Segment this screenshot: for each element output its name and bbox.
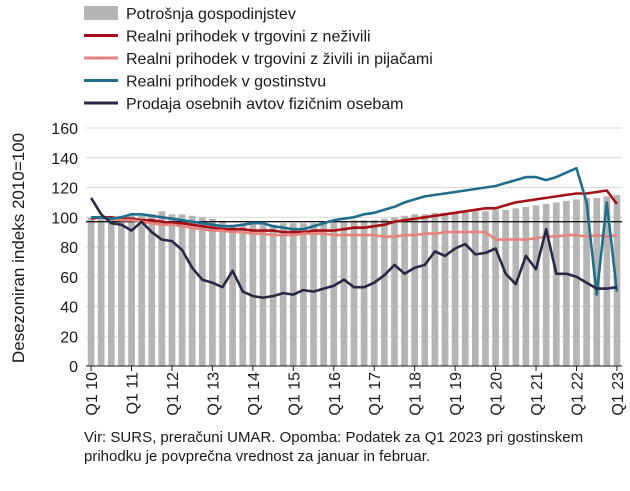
y-tick-label-4: 80 (60, 240, 78, 257)
bar-39 (482, 211, 489, 366)
x-tick-labels: Q1 10 Q1 11 Q1 12 Q1 13 Q1 14 Q1 15 Q1 16 Q1 17… (84, 366, 627, 416)
bar-21 (300, 223, 307, 366)
x-tick-label-10: Q1 20 (489, 372, 506, 416)
bar-51 (603, 196, 611, 366)
bar-17 (259, 224, 267, 366)
y-tick-label-3: 60 (60, 270, 78, 287)
x-tick-label-2: Q1 12 (165, 372, 182, 416)
bar-38 (472, 211, 479, 366)
bar-26 (350, 220, 358, 366)
bar-9 (178, 214, 186, 366)
bar-33 (421, 214, 429, 366)
bar-22 (310, 223, 317, 366)
bar-19 (279, 223, 287, 366)
x-tick-label-3: Q1 13 (205, 372, 222, 416)
bar-35 (441, 212, 449, 366)
bar-43 (522, 206, 530, 366)
bar-42 (512, 208, 520, 366)
bar-0 (87, 217, 95, 366)
x-tick-label-0: Q1 10 (84, 372, 101, 416)
y-tick-label-7: 140 (51, 151, 78, 168)
x-tick-label-5: Q1 15 (286, 372, 303, 416)
bar-11 (198, 217, 206, 366)
bar-31 (401, 215, 408, 366)
legend-label-1: Realni prihodek v trgovini z neživili (126, 29, 371, 46)
legend-label-4: Prodaja osebnih avtov fizičnim osebam (126, 96, 403, 113)
series-line-4 (89, 197, 618, 299)
bar-29 (381, 218, 388, 366)
bar-46 (552, 202, 560, 366)
bar-47 (563, 200, 570, 366)
bar-24 (330, 221, 338, 366)
series-line-3 (91, 166, 619, 296)
x-tick-label-8: Q1 18 (408, 372, 425, 416)
bar-50 (593, 197, 601, 366)
x-tick-label-6: Q1 16 (327, 372, 344, 416)
bar-36 (451, 212, 459, 366)
x-tick-label-4: Q1 14 (246, 372, 263, 416)
series-line-2 (91, 216, 618, 241)
x-tick-label-9: Q1 19 (448, 372, 465, 416)
bar-14 (229, 224, 236, 366)
bar-44 (532, 205, 540, 366)
x-tick-label-12: Q1 22 (570, 372, 587, 416)
bar-12 (209, 218, 216, 366)
bar-4 (128, 215, 135, 366)
y-tick-labels: 0 20 40 60 80 100 120 140 160 (51, 121, 78, 376)
bar-23 (320, 223, 327, 366)
line-series (89, 166, 619, 299)
y-tick-label-0: 0 (69, 359, 78, 376)
bar-41 (502, 209, 510, 366)
bar-45 (542, 203, 550, 366)
legend-swatch-0 (84, 6, 118, 20)
chart: Potrošnja gospodinjstev Realni prihodek v… (9, 6, 627, 416)
bar-6 (148, 214, 156, 366)
bar-7 (158, 211, 166, 366)
bar-48 (573, 199, 580, 366)
x-tick-label-1: Q1 11 (125, 372, 142, 415)
legend-label-3: Realni prihodek v gostinstvu (126, 74, 326, 91)
bar-28 (370, 220, 378, 366)
legend-label-0: Potrošnja gospodinjstev (126, 6, 296, 23)
bar-5 (138, 215, 145, 366)
bar-8 (168, 214, 176, 366)
legend: Potrošnja gospodinjstev Realni prihodek v… (84, 6, 433, 113)
bar-2 (107, 217, 115, 366)
bar-40 (492, 209, 499, 366)
y-tick-label-1: 20 (60, 329, 78, 346)
x-tick-label-7: Q1 17 (367, 372, 384, 416)
y-tick-label-2: 40 (60, 300, 78, 317)
bar-1 (97, 217, 105, 366)
bar-25 (340, 221, 348, 366)
y-tick-label-5: 100 (51, 210, 78, 227)
bar-32 (411, 214, 419, 366)
bar-37 (461, 211, 469, 366)
bar-13 (219, 221, 226, 366)
x-tick-label-11: Q1 21 (529, 372, 546, 416)
bar-27 (360, 220, 368, 366)
bar-10 (188, 215, 196, 366)
bar-3 (118, 215, 125, 366)
bar-30 (391, 217, 398, 366)
legend-label-2: Realni prihodek v trgovini z živili in p… (126, 51, 433, 68)
y-tick-label-6: 120 (51, 181, 78, 198)
bar-15 (239, 224, 247, 366)
bar-34 (431, 212, 439, 366)
bar-series (87, 194, 621, 366)
y-tick-label-8: 160 (51, 121, 78, 138)
x-tick-label-13: Q1 23 (610, 372, 627, 416)
source-note: Vir: SURS, preračuni UMAR. Opomba: Podat… (84, 429, 584, 465)
y-axis-label: Desezoniran indeks 2010=100 (9, 133, 28, 363)
series-line-1 (90, 189, 618, 234)
